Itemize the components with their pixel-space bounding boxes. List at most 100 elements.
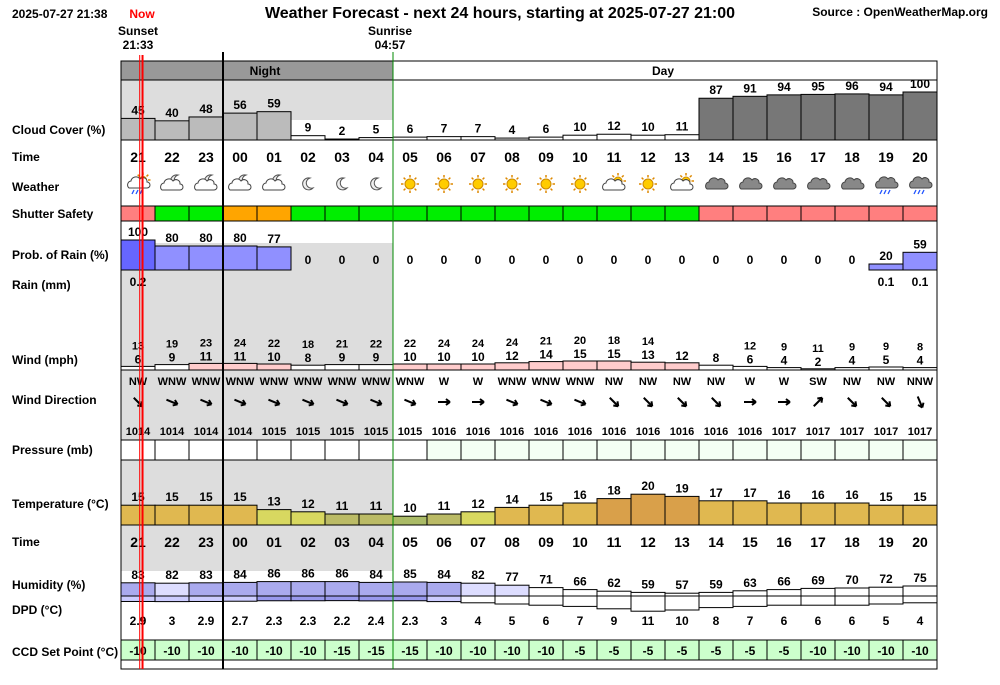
night-label: Night [250, 64, 281, 78]
cloud-value: 4 [509, 123, 516, 137]
wind-gust-value: 14 [642, 336, 655, 348]
rain-mm-value: 0.2 [130, 275, 147, 289]
pressure-cell [732, 439, 768, 461]
rain-prob-bar [902, 251, 938, 271]
wind-gust-value: 24 [234, 337, 247, 349]
temperature-value: 17 [709, 486, 723, 500]
wind-dir-label: WNW [362, 376, 391, 388]
shutter-cell [868, 205, 904, 222]
dpd-bar [290, 595, 326, 602]
pressure-cell [324, 439, 360, 461]
pressure-cell [460, 439, 496, 461]
ccd-value: -5 [711, 644, 722, 658]
humidity-bar [358, 581, 394, 597]
night-cloud-icon [194, 174, 218, 191]
shutter-cell [222, 205, 258, 222]
time-label: 10 [572, 149, 588, 165]
wind-arrow-icon [302, 398, 315, 407]
pressure-value: 1017 [806, 426, 830, 438]
wind-speed-value: 8 [713, 351, 720, 365]
wind-speed-value: 11 [200, 349, 213, 363]
rain-mm-value: 0.1 [912, 275, 929, 289]
humidity-bar [120, 582, 156, 597]
rain-prob-value: 0 [781, 253, 788, 267]
time-label: 19 [878, 149, 894, 165]
chart-title: Weather Forecast - next 24 hours, starti… [265, 5, 735, 22]
temperature-bar [902, 504, 938, 526]
row-label-wind: Wind (mph) [12, 353, 78, 367]
arrow-shaft [200, 398, 212, 406]
sun-ray [437, 188, 440, 191]
pressure-value: 1014 [194, 426, 219, 438]
rain-mm-value: 0.1 [878, 275, 895, 289]
time-label-2: 21 [130, 534, 146, 550]
pressure-value: 1014 [126, 426, 151, 438]
wind-arrow-icon [404, 398, 417, 407]
temperature-bar [392, 515, 428, 526]
wind-dir-label: W [439, 376, 450, 388]
cloud-bar [528, 136, 564, 141]
rain-drop [131, 189, 135, 195]
row-label-time: Time [12, 150, 40, 164]
dpd-value: 3 [169, 614, 176, 628]
time-label-2: 09 [538, 534, 554, 550]
cloud-shape [705, 177, 729, 190]
ccd-value: -10 [503, 644, 521, 658]
sun-ray [652, 188, 655, 191]
sun-disc [472, 178, 484, 190]
humidity-bar [528, 587, 564, 597]
arrow-head [342, 399, 349, 407]
shutter-cell [324, 205, 360, 222]
marker-lines [139, 52, 394, 669]
sun-ray [611, 174, 615, 178]
arrow-shaft [916, 396, 924, 408]
wind-gust-value: 22 [370, 339, 382, 351]
temperature-bar [868, 504, 904, 526]
arrow-shaft [166, 398, 178, 406]
sun-disc [404, 178, 416, 190]
cloud-value: 59 [267, 97, 281, 111]
humidity-bar [426, 581, 462, 597]
moon-shape [302, 177, 315, 191]
ccd-value: -10 [537, 644, 555, 658]
cloud-value: 11 [676, 120, 689, 134]
dpd-bar [392, 595, 428, 602]
humidity-value: 84 [437, 567, 451, 581]
wind-gust-value: 24 [506, 337, 519, 349]
row-label-wind-dir: Wind Direction [12, 393, 97, 407]
shutter-cell [256, 205, 292, 222]
shutter-cell [460, 205, 496, 222]
pressure-cell [562, 439, 598, 461]
arrow-shaft [336, 398, 348, 406]
humidity-bar [324, 581, 360, 597]
cloud-value: 12 [607, 119, 621, 133]
wind-dir-label: NW [129, 376, 148, 388]
temperature-bar [528, 504, 564, 526]
wind-arrow-icon [268, 398, 281, 407]
wind-speed-value: 9 [373, 351, 380, 365]
dpd-bar [120, 595, 156, 602]
temperature-value: 12 [301, 497, 315, 511]
dpd-bar [766, 595, 802, 606]
cloud-value: 6 [407, 122, 414, 136]
night-cloud-icon [160, 174, 184, 191]
row-label-shutter: Shutter Safety [12, 207, 94, 221]
ccd-value: -10 [265, 644, 283, 658]
wind-dir-label: NW [639, 376, 658, 388]
temperature-bar [120, 504, 156, 526]
rain-prob-value: 80 [165, 231, 179, 245]
humidity-bar [596, 590, 632, 597]
ccd-value: -5 [575, 644, 586, 658]
humidity-value: 75 [913, 571, 927, 585]
pressure-cell [528, 439, 564, 461]
sun-ray [689, 174, 693, 178]
moon-icon [336, 177, 349, 191]
arrow-head [647, 401, 654, 408]
pressure-cell [766, 439, 802, 461]
wind-speed-value: 10 [437, 350, 451, 364]
pressure-value: 1016 [670, 426, 694, 438]
cloud-shape [909, 176, 933, 189]
rain-prob-value: 0 [339, 253, 346, 267]
wind-dir-label: SW [809, 376, 827, 388]
time-label: 23 [198, 149, 214, 165]
